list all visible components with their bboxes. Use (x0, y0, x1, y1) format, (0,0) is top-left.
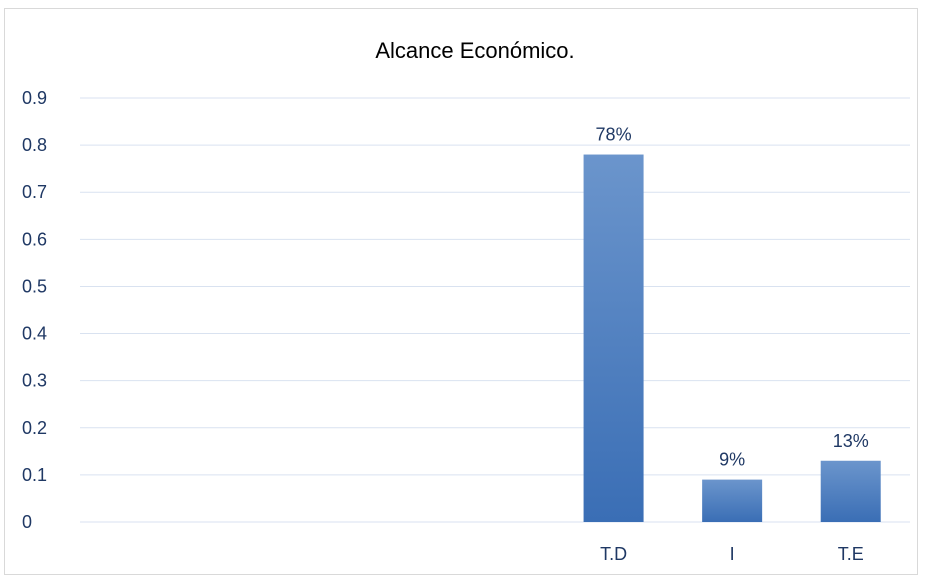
y-tick-label: 0.5 (22, 276, 47, 296)
y-tick-label: 0.9 (22, 88, 47, 108)
data-label: 9% (719, 450, 745, 470)
chart-title: Alcance Económico. (375, 38, 574, 63)
y-tick-label: 0.8 (22, 135, 47, 155)
y-tick-label: 0.4 (22, 324, 47, 344)
bar-i (702, 479, 763, 522)
y-tick-label: 0.1 (22, 465, 47, 485)
y-tick-label: 0.7 (22, 182, 47, 202)
data-label: 13% (833, 431, 869, 451)
chart-frame (4, 8, 918, 575)
x-tick-label: T.D (600, 544, 627, 564)
y-axis-ticks: 0 0.1 0.2 0.3 0.4 0.5 0.6 0.7 0.8 0.9 (22, 88, 47, 532)
data-label: 78% (596, 125, 632, 145)
x-axis-ticks: T.D I T.E (600, 544, 864, 564)
x-tick-label: T.E (838, 544, 864, 564)
y-tick-label: 0.2 (22, 418, 47, 438)
bars (583, 154, 881, 523)
bar-t-d (583, 154, 644, 523)
y-tick-label: 0.6 (22, 229, 47, 249)
data-labels: 78% 9% 13% (596, 125, 869, 470)
x-tick-label: I (730, 544, 735, 564)
y-tick-label: 0 (22, 512, 32, 532)
bar-t-e (820, 460, 881, 522)
gridlines (80, 97, 910, 523)
y-tick-label: 0.3 (22, 371, 47, 391)
